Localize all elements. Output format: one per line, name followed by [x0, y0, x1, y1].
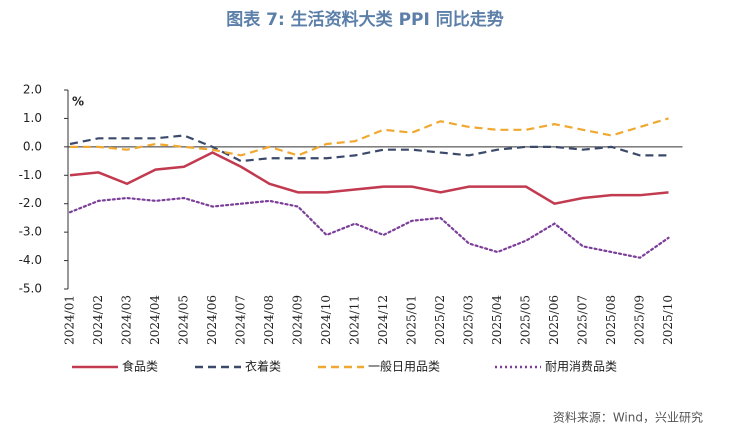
x-tick-label: 2025/09	[633, 295, 647, 345]
y-tick-label: -1.0	[19, 168, 42, 182]
x-tick-label: 2025/08	[604, 295, 618, 345]
x-tick-label: 2025/03	[462, 295, 476, 345]
x-tick-label: 2025/02	[433, 295, 447, 345]
series-line	[69, 134, 669, 163]
y-tick-label: -3.0	[19, 225, 42, 239]
x-tick-label: 2025/04	[490, 295, 504, 345]
y-tick-label: 2.0	[23, 83, 42, 97]
x-tick-label: 2024/10	[319, 295, 333, 345]
unit-label: %	[72, 95, 84, 109]
x-tick-label: 2025/06	[547, 295, 561, 345]
y-tick-label: 0.0	[23, 139, 42, 153]
x-tick-label: 2024/11	[348, 295, 362, 345]
x-tick-label: 2024/07	[234, 295, 248, 345]
x-tick-label: 2024/08	[262, 295, 276, 345]
y-tick-label: -4.0	[19, 253, 42, 267]
legend-label: 衣着类	[245, 359, 281, 374]
x-tick-label: 2024/12	[376, 295, 390, 345]
x-tick-label: 2024/01	[63, 295, 77, 345]
legend-label: 食品类	[122, 359, 158, 374]
chart-title: 图表 7: 生活资料大类 PPI 同比走势	[226, 9, 504, 30]
legend-label: 一般日用品类	[368, 359, 440, 374]
x-tick-label: 2024/03	[120, 295, 134, 345]
legend-label: 耐用消费品类	[545, 360, 617, 374]
x-tick-label: 2025/01	[405, 295, 419, 345]
x-tick-label: 2024/04	[148, 295, 162, 345]
x-tick-label: 2024/09	[291, 295, 305, 345]
x-tick-label: 2024/02	[91, 295, 105, 345]
series-line	[70, 117, 669, 157]
series-line	[68, 196, 670, 259]
x-tick-label: 2024/05	[177, 295, 191, 345]
x-tick-label: 2024/06	[205, 295, 219, 345]
y-tick-label: -2.0	[19, 196, 42, 210]
x-tick-label: 2025/10	[661, 295, 675, 345]
y-tick-label: -5.0	[19, 282, 42, 296]
y-tick-label: 1.0	[23, 111, 42, 125]
x-tick-label: 2025/07	[576, 295, 590, 345]
x-tick-label: 2025/05	[519, 295, 533, 345]
source: 资料来源：Wind，兴业研究	[553, 410, 703, 425]
series-line	[69, 151, 669, 206]
